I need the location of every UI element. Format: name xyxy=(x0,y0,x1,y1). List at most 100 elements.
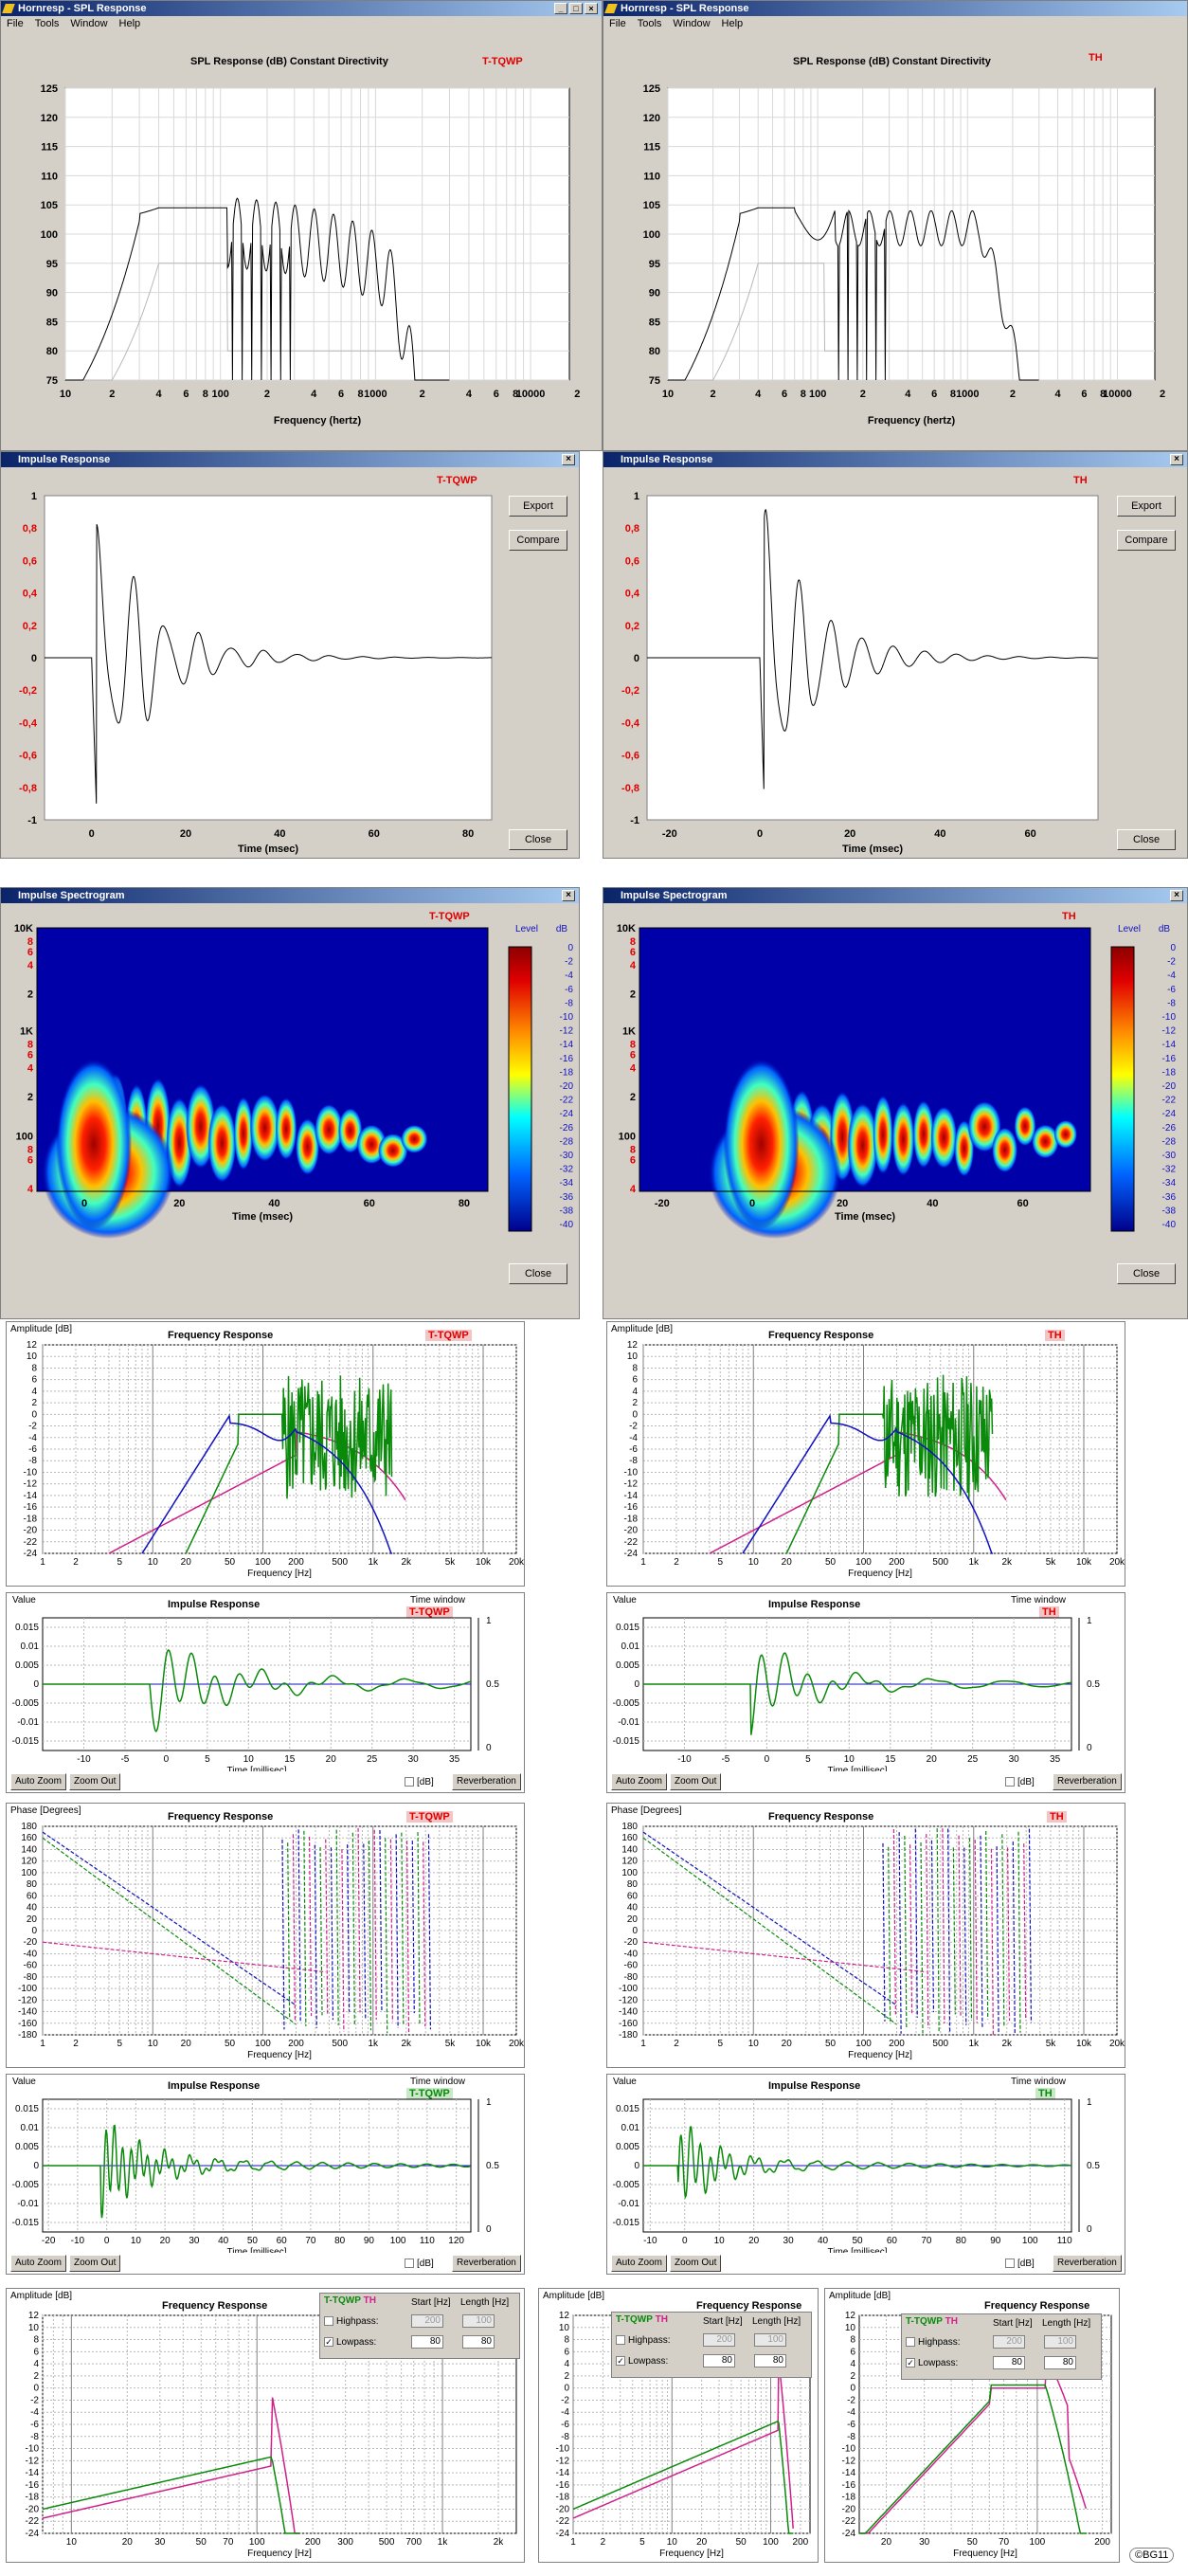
tick-label: 75 xyxy=(649,375,660,387)
tick-label: 50 xyxy=(736,2537,747,2548)
impulse-titlebar[interactable]: Impulse Response xyxy=(603,452,1187,467)
tick-label: 6 xyxy=(630,1155,636,1167)
lowpass-length-input[interactable]: 80 xyxy=(754,2354,786,2367)
menu-tools[interactable]: Tools xyxy=(637,18,662,29)
close-icon[interactable]: × xyxy=(562,454,575,465)
hornresp-icon xyxy=(2,4,15,13)
menu-file[interactable]: File xyxy=(7,18,24,29)
tick-label: 20 xyxy=(927,1754,938,1765)
spectrogram-blob xyxy=(377,1133,408,1168)
highpass-start-input[interactable]: 200 xyxy=(993,2335,1025,2349)
spectrogram-titlebar[interactable]: Impulse Spectrogram xyxy=(1,888,579,903)
reverberation-button[interactable]: Reverberation xyxy=(1053,1773,1122,1790)
reverberation-button[interactable]: Reverberation xyxy=(452,1773,521,1790)
lowpass-length-input[interactable]: 80 xyxy=(462,2335,495,2349)
maximize-button[interactable]: □ xyxy=(569,3,583,14)
export-button[interactable]: Export xyxy=(509,496,567,517)
db-checkbox[interactable]: [dB] xyxy=(1005,2259,1035,2269)
close-button[interactable]: Close xyxy=(1117,829,1176,850)
level-tick: -34 xyxy=(560,1178,574,1188)
tick-label: 40 xyxy=(934,828,945,840)
close-button[interactable]: × xyxy=(585,3,598,14)
close-icon[interactable]: × xyxy=(1170,454,1183,465)
lowpass-length-input[interactable]: 80 xyxy=(1044,2356,1076,2369)
highpass-length-input[interactable]: 100 xyxy=(754,2333,786,2347)
tick-label: 50 xyxy=(196,2537,207,2548)
tick-label: 30 xyxy=(783,2236,795,2246)
close-button[interactable]: Close xyxy=(509,829,567,850)
lowpass-checkbox[interactable]: ✓ xyxy=(324,2337,333,2348)
zoom-out-button[interactable]: Zoom Out xyxy=(670,2255,722,2272)
tick-label: -12 xyxy=(24,1479,38,1490)
tick-label: 6 xyxy=(782,389,787,400)
compare-button[interactable]: Compare xyxy=(1117,530,1176,551)
level-tick: -22 xyxy=(560,1096,574,1106)
close-button[interactable]: Close xyxy=(509,1263,567,1284)
phase-wrap-line xyxy=(985,1830,989,2020)
compare-button[interactable]: Compare xyxy=(509,530,567,551)
level-tick: -28 xyxy=(1162,1136,1177,1147)
highpass-start-input[interactable]: 200 xyxy=(703,2333,735,2347)
menu-file[interactable]: File xyxy=(609,18,626,29)
close-button[interactable]: Close xyxy=(1117,1263,1176,1284)
zoom-out-button[interactable]: Zoom Out xyxy=(670,1773,722,1790)
tick-label: 0 xyxy=(632,1409,638,1420)
phase-wrap-line xyxy=(330,1847,334,2021)
tick-label: -4 xyxy=(847,2407,855,2418)
menu-help[interactable]: Help xyxy=(721,18,744,29)
menu-help[interactable]: Help xyxy=(118,18,141,29)
highpass-start-input[interactable]: 200 xyxy=(411,2314,443,2328)
auto-zoom-button[interactable]: Auto Zoom xyxy=(611,2255,667,2272)
db-checkbox[interactable]: [dB] xyxy=(405,1777,434,1787)
menu-window[interactable]: Window xyxy=(70,18,108,29)
zoom-out-button[interactable]: Zoom Out xyxy=(69,2255,121,2272)
reverberation-button[interactable]: Reverberation xyxy=(1053,2255,1122,2272)
level-tick: -8 xyxy=(1167,998,1176,1008)
tick-label: -16 xyxy=(24,1502,38,1513)
close-icon[interactable]: × xyxy=(562,890,575,901)
spectrogram-titlebar[interactable]: Impulse Spectrogram xyxy=(603,888,1187,903)
impulse-window-left: Impulse Response × T-TQWP Export Compare… xyxy=(0,451,580,859)
highpass-checkbox[interactable] xyxy=(906,2337,915,2348)
tick-label: 8 xyxy=(357,389,363,400)
phase-wrap-line xyxy=(974,1840,978,2023)
auto-zoom-button[interactable]: Auto Zoom xyxy=(10,1773,66,1790)
highpass-length-input[interactable]: 100 xyxy=(462,2314,495,2328)
spl-titlebar[interactable]: Hornresp - SPL Response xyxy=(603,1,1187,16)
tick-label: 80 xyxy=(459,1198,470,1209)
spl-titlebar[interactable]: Hornresp - SPL Response xyxy=(1,1,602,16)
close-icon[interactable]: × xyxy=(1170,890,1183,901)
lowpass-start-input[interactable]: 80 xyxy=(411,2335,443,2349)
db-checkbox[interactable]: [dB] xyxy=(405,2259,434,2269)
reverberation-button[interactable]: Reverberation xyxy=(452,2255,521,2272)
lowpass-start-input[interactable]: 80 xyxy=(703,2354,735,2367)
menu-tools[interactable]: Tools xyxy=(34,18,60,29)
db-checkbox[interactable]: [dB] xyxy=(1005,1777,1035,1787)
highpass-length-input[interactable]: 100 xyxy=(1044,2335,1076,2349)
tick-label: 20 xyxy=(27,1914,38,1925)
menu-window[interactable]: Window xyxy=(673,18,711,29)
highpass-checkbox[interactable] xyxy=(324,2316,333,2327)
tick-label: 0 xyxy=(104,2236,110,2246)
lowpass-start-input[interactable]: 80 xyxy=(993,2356,1025,2369)
zoom-out-button[interactable]: Zoom Out xyxy=(69,1773,121,1790)
tick-label: 5 xyxy=(805,1754,811,1765)
spectrogram-blob xyxy=(912,1099,935,1169)
tick-label: 2 xyxy=(27,989,33,1001)
highpass-checkbox[interactable] xyxy=(616,2335,625,2346)
minimize-button[interactable]: _ xyxy=(554,3,567,14)
tick-label: 0 xyxy=(564,2384,569,2394)
tick-label: 0.005 xyxy=(616,2142,639,2152)
chart-tag: T-TQWP xyxy=(437,475,477,486)
impulse-titlebar[interactable]: Impulse Response xyxy=(1,452,579,467)
tick-label: -140 xyxy=(18,2007,37,2018)
lowpass-checkbox[interactable]: ✓ xyxy=(906,2358,915,2368)
auto-zoom-button[interactable]: Auto Zoom xyxy=(10,2255,66,2272)
axis-xlabel: Frequency [Hz] xyxy=(659,2549,724,2559)
auto-zoom-button[interactable]: Auto Zoom xyxy=(611,1773,667,1790)
export-button[interactable]: Export xyxy=(1117,496,1176,517)
tick-label: 0 xyxy=(81,1198,87,1209)
level-label: Level xyxy=(515,924,538,934)
tick-label: 2k xyxy=(1001,2039,1013,2049)
lowpass-checkbox[interactable]: ✓ xyxy=(616,2356,625,2367)
